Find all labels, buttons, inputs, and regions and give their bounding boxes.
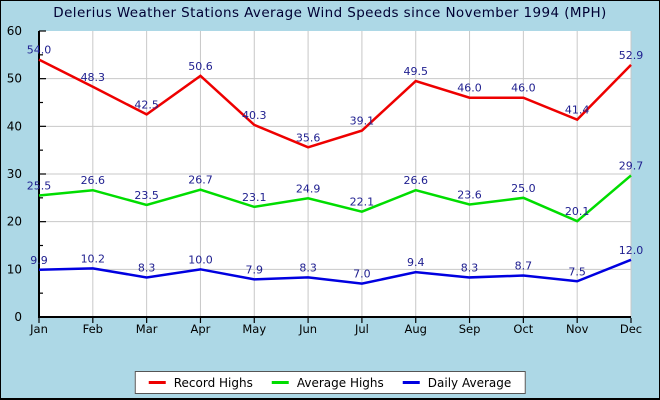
data-label-average-highs: 24.9: [296, 182, 321, 195]
series-line-daily-average: [38, 258, 632, 285]
data-label-record-highs: 52.9: [619, 49, 644, 62]
data-label-record-highs: 50.6: [188, 60, 213, 73]
x-tick-label: Mar: [136, 322, 158, 336]
chart-title: Delerius Weather Stations Average Wind S…: [53, 5, 607, 21]
legend-label-average-highs: Average Highs: [296, 375, 384, 390]
x-tick-label: Jun: [298, 322, 317, 336]
y-tick-label: 30: [7, 167, 22, 181]
x-tick-label: May: [242, 322, 266, 336]
legend-item-daily-average: Daily Average: [402, 375, 512, 390]
x-tick-label: Apr: [191, 322, 211, 336]
legend-label-daily-average: Daily Average: [427, 375, 512, 390]
data-label-record-highs: 42.5: [134, 98, 159, 111]
data-label-daily-average: 10.0: [188, 253, 213, 266]
data-label-daily-average: 8.7: [515, 260, 533, 273]
data-label-record-highs: 46.0: [511, 82, 536, 95]
data-label-record-highs: 35.6: [296, 131, 321, 144]
data-label-record-highs: 49.5: [403, 65, 428, 78]
data-label-average-highs: 23.5: [134, 189, 159, 202]
data-label-average-highs: 26.6: [81, 174, 106, 187]
data-label-daily-average: 8.3: [138, 261, 156, 274]
data-label-record-highs: 39.1: [350, 115, 375, 128]
series-line-average-highs: [38, 174, 632, 223]
data-label-daily-average: 7.9: [246, 263, 264, 276]
legend-item-record-highs: Record Highs: [148, 375, 253, 390]
data-label-daily-average: 8.3: [461, 261, 479, 274]
data-label-daily-average: 8.3: [299, 261, 317, 274]
y-tick-label: 50: [7, 72, 22, 86]
y-tick-label: 0: [14, 310, 22, 324]
legend-swatch-average-highs: [271, 381, 289, 384]
data-label-average-highs: 20.1: [565, 205, 590, 218]
data-label-average-highs: 29.7: [619, 159, 644, 172]
data-label-record-highs: 40.3: [242, 109, 267, 122]
series-line-record-highs: [38, 58, 632, 149]
legend-swatch-daily-average: [402, 381, 420, 384]
data-label-record-highs: 41.4: [565, 104, 590, 117]
legend-swatch-record-highs: [148, 381, 166, 384]
data-label-record-highs: 46.0: [457, 82, 482, 95]
data-label-average-highs: 23.1: [242, 191, 267, 204]
y-tick-label: 60: [7, 24, 22, 38]
data-label-daily-average: 7.0: [353, 268, 371, 281]
data-label-record-highs: 48.3: [81, 71, 106, 84]
data-label-average-highs: 23.6: [457, 189, 482, 202]
x-tick-label: Jan: [29, 322, 48, 336]
data-label-record-highs: 54.0: [27, 44, 52, 57]
data-label-daily-average: 9.9: [30, 254, 48, 267]
data-label-daily-average: 12.0: [619, 244, 644, 257]
y-tick-label: 40: [7, 119, 22, 133]
y-tick-label: 10: [7, 262, 22, 276]
legend: Record Highs Average Highs Daily Average: [134, 371, 526, 394]
data-label-average-highs: 22.1: [350, 196, 375, 209]
legend-label-record-highs: Record Highs: [173, 375, 253, 390]
x-tick-label: Sep: [459, 322, 481, 336]
x-tick-label: Nov: [566, 322, 589, 336]
x-tick-label: Dec: [620, 322, 642, 336]
x-tick-label: Jul: [354, 322, 369, 336]
x-tick-label: Aug: [404, 322, 426, 336]
data-label-average-highs: 26.7: [188, 174, 213, 187]
data-label-average-highs: 25.0: [511, 182, 536, 195]
data-label-daily-average: 10.2: [81, 252, 106, 265]
data-label-average-highs: 25.5: [27, 179, 52, 192]
legend-item-average-highs: Average Highs: [271, 375, 384, 390]
data-label-daily-average: 9.4: [407, 256, 425, 269]
data-label-daily-average: 7.5: [568, 265, 586, 278]
x-tick-label: Feb: [83, 322, 103, 336]
data-label-average-highs: 26.6: [403, 174, 428, 187]
x-tick-label: Oct: [513, 322, 533, 336]
y-tick-label: 20: [7, 215, 22, 229]
